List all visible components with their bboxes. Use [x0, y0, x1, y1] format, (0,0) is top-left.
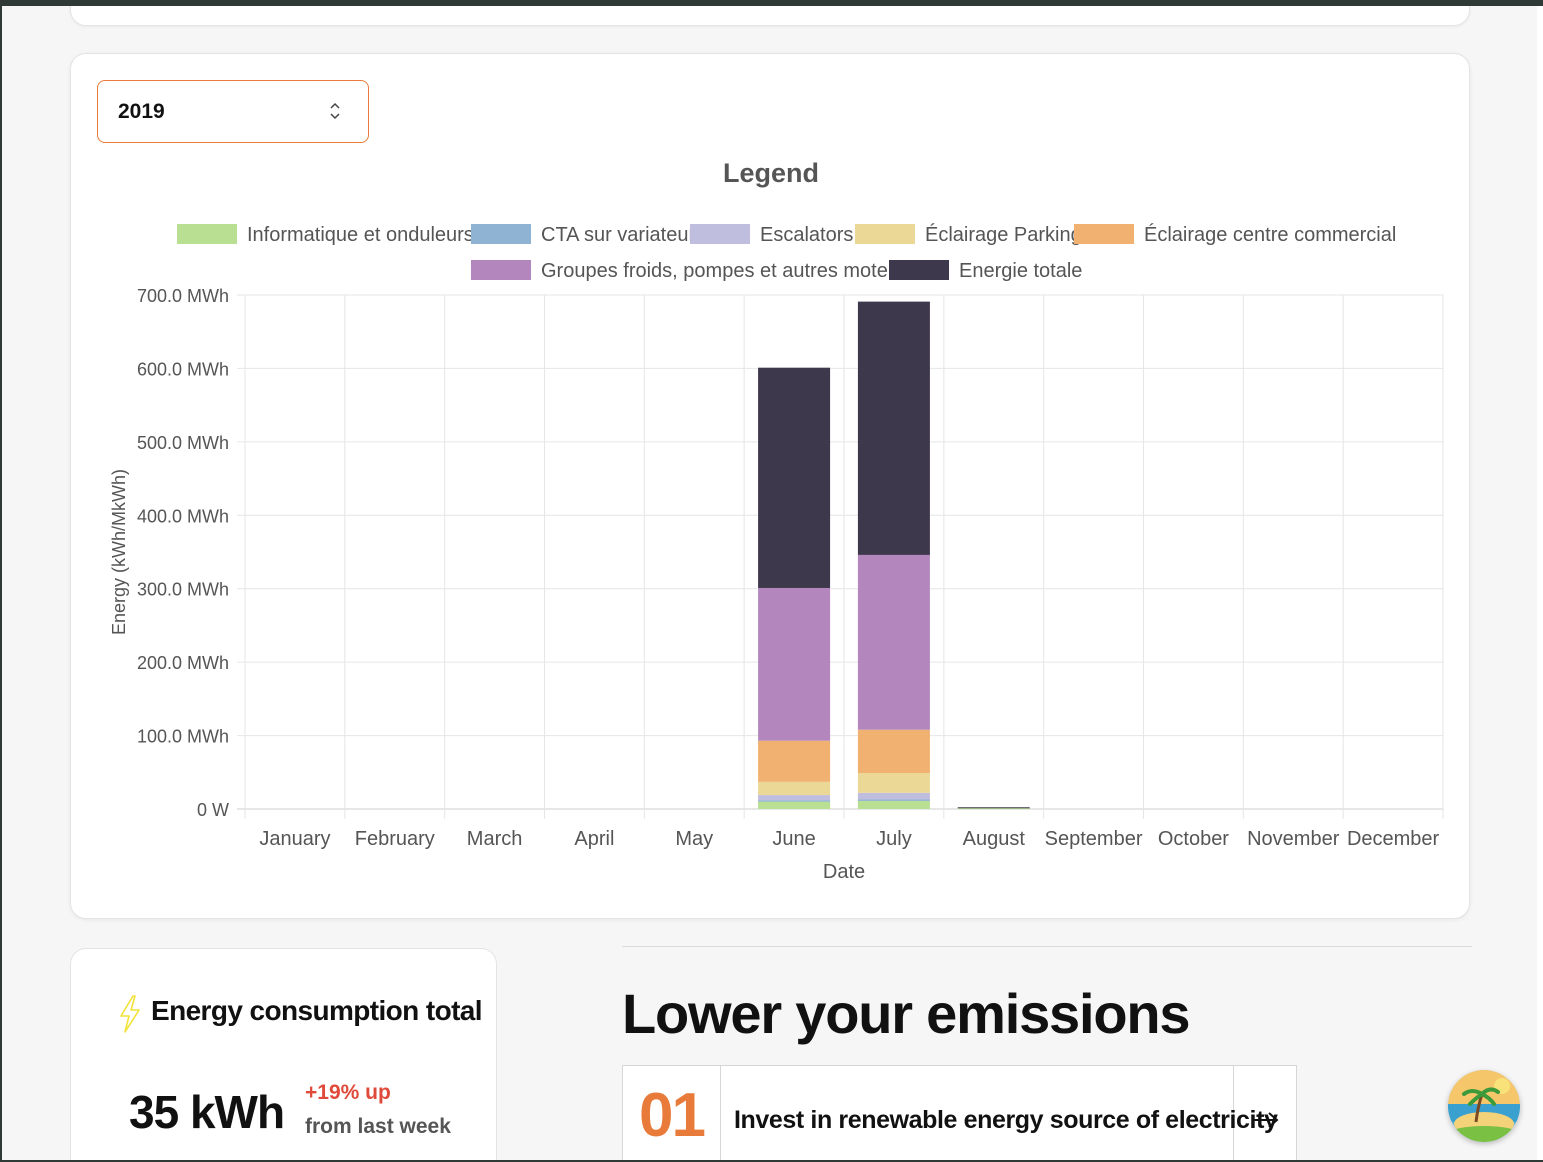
y-tick-label: 400.0 MWh — [137, 506, 229, 526]
y-axis-label: Energy (kWh/MkWh) — [109, 469, 129, 635]
island-avatar-icon[interactable] — [1448, 1070, 1520, 1142]
bar-segment — [857, 773, 930, 793]
bar-segment — [957, 808, 1030, 809]
legend-label: Éclairage centre commercial — [1144, 223, 1396, 246]
legend-swatch — [690, 224, 750, 244]
arrow-right-icon — [1252, 1112, 1279, 1128]
bar-segment — [758, 795, 831, 801]
legend-label: Escalators — [760, 224, 853, 246]
lightning-bolt-icon — [120, 995, 140, 1033]
energy-consumption-card: Energy consumption total 35 kWh +19% up … — [70, 948, 497, 1160]
legend-swatch — [471, 260, 531, 280]
scrollbar[interactable] — [1537, 6, 1543, 1160]
x-tick-label: February — [355, 828, 435, 850]
energy-card-change: +19% up — [305, 1081, 391, 1104]
legend-label: Éclairage Parking — [925, 223, 1082, 246]
energy-card-title: Energy consumption total — [151, 995, 483, 1026]
x-tick-label: August — [963, 828, 1026, 850]
x-tick-label: July — [876, 828, 912, 850]
x-axis-label: Date — [823, 861, 865, 883]
bar-segment — [758, 367, 831, 588]
tip-arrow-button[interactable] — [1234, 1066, 1296, 1160]
year-select-value: 2019 — [118, 99, 165, 123]
legend-label: Groupes froids, pompes et autres moteurs — [541, 260, 916, 282]
tip-number: 01 — [623, 1066, 721, 1160]
x-tick-label: June — [772, 828, 815, 850]
legend-label: CTA sur variateur — [541, 224, 695, 246]
energy-card-value: 35 kWh — [129, 1086, 285, 1138]
bar-segment — [957, 807, 1030, 809]
legend-label: Informatique et onduleurs — [247, 224, 474, 246]
bar-segment — [857, 301, 930, 555]
section-divider — [622, 946, 1472, 947]
bar-segment — [857, 729, 930, 774]
stacked-bar-chart: Legend Informatique et onduleurs CTA sur v… — [109, 158, 1444, 883]
x-tick-label: May — [675, 828, 713, 850]
energy-card-change-label: from last week — [305, 1115, 451, 1138]
bar-segment — [758, 587, 831, 741]
y-tick-label: 100.0 MWh — [137, 727, 229, 747]
bar-segment — [857, 792, 930, 800]
legend-swatch — [177, 224, 237, 244]
y-tick-label: 500.0 MWh — [137, 433, 229, 453]
page: 2019 Legend Informatique et onduleurs CTA … — [2, 6, 1537, 1160]
bar-segment — [758, 801, 831, 809]
x-tick-label: March — [467, 828, 523, 850]
legend-label: Energie totale — [959, 260, 1082, 282]
y-tick-label: 600.0 MWh — [137, 359, 229, 379]
y-tick-label: 0 W — [197, 800, 229, 820]
x-tick-label: December — [1347, 828, 1440, 850]
previous-card — [70, 6, 1470, 26]
legend-swatch — [1074, 224, 1134, 244]
x-tick-label: January — [259, 828, 330, 850]
y-tick-label: 700.0 MWh — [137, 286, 229, 306]
x-tick-label: October — [1158, 828, 1229, 850]
tip-text: Invest in renewable energy source of ele… — [721, 1066, 1278, 1160]
year-select[interactable]: 2019 — [97, 80, 369, 143]
legend-swatch — [855, 224, 915, 244]
legend-swatch — [889, 260, 949, 280]
y-tick-label: 200.0 MWh — [137, 653, 229, 673]
y-tick-label: 300.0 MWh — [137, 580, 229, 600]
bar-segment — [758, 800, 831, 802]
bar-segment — [857, 554, 930, 730]
emissions-title: Lower your emissions — [622, 982, 1190, 1045]
x-tick-label: November — [1247, 828, 1340, 850]
bar-segment — [758, 740, 831, 782]
bar-segment — [758, 781, 831, 796]
x-tick-label: September — [1045, 828, 1143, 850]
chart-title: Legend — [723, 158, 819, 188]
legend-swatch — [471, 224, 531, 244]
bar-segment — [857, 799, 930, 801]
x-tick-label: April — [574, 828, 614, 850]
tip-item[interactable]: 01 Invest in renewable energy source of … — [622, 1065, 1297, 1160]
chevron-updown-icon — [330, 102, 340, 120]
bar-segment — [857, 800, 930, 809]
chart-card: 2019 Legend Informatique et onduleurs CTA … — [70, 53, 1470, 919]
